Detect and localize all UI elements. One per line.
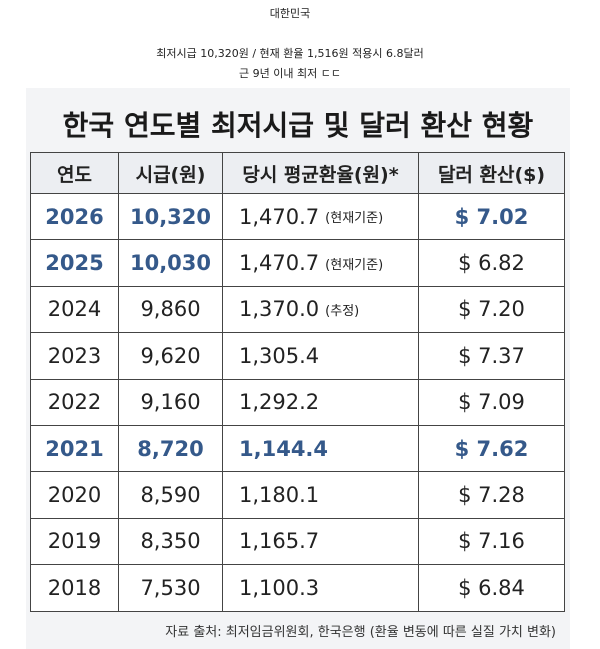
cell-text: 2018 [47,575,102,600]
cell-text: 10,320 [129,204,212,229]
table-image: 한국 연도별 최저시급 및 달러 환산 현황 자료 출처: 최저임금위원회, 한… [26,88,570,649]
table-cell: $ 7.28 [418,471,565,519]
cell-text: 1,292.2 [239,390,320,415]
table-cell: $ 7.16 [418,517,565,566]
cell-text: $ 7.09 [458,390,525,415]
cell-text: 1,144.4 [239,436,329,461]
cell-text: $ 7.20 [458,297,525,322]
table-cell: $ 6.84 [418,564,565,612]
post-title: 대한민국 [269,7,311,20]
source-note: 자료 출처: 최저임금위원회, 한국은행 (환율 변동에 따른 실질 가치 변화… [165,625,556,640]
table-cell: 10,030 [118,239,223,287]
cell-note: (추정) [325,303,360,319]
cell-text: 7,530 [140,575,201,600]
cell-text: 1,100.3 [239,575,320,600]
table-cell: 8,590 [118,471,223,519]
column-header: 연도 [30,152,119,194]
image-title: 한국 연도별 최저시급 및 달러 환산 현황 [62,109,534,142]
cell-text: 9,160 [140,390,201,415]
cell-text: $ 7.16 [458,529,525,554]
table-cell: $ 7.09 [418,378,565,426]
post-line: 최저시급 10,320원 / 현재 환율 1,516원 적용시 6.8달러 [156,47,424,60]
table-cell: 8,720 [118,425,223,473]
column-header: 달러 환산($) [418,152,565,194]
table-cell: 1,370.0 (추정) [222,285,419,334]
cell-text: 1,370.0 [239,297,320,322]
cell-text: 1,165.7 [239,529,320,554]
cell-note: (현재기준) [325,211,384,227]
table-cell: 2021 [30,425,119,473]
cell-text: 1,180.1 [239,483,320,508]
cell-text: $ 7.37 [458,343,525,368]
cell-text: $ 7.28 [458,483,525,508]
table-cell: 7,530 [118,564,223,612]
table-cell: 1,305.4 [222,332,419,380]
cell-text: 2025 [45,251,104,276]
table-cell: $ 7.02 [418,193,565,241]
table-cell: 2024 [30,285,119,334]
table-cell: 1,470.7 (현재기준) [222,239,419,287]
table-cell: 9,160 [118,378,223,426]
table-cell: 1,100.3 [222,564,419,612]
cell-text: 9,860 [140,297,201,322]
column-header: 시급(원) [118,152,223,194]
cell-text: 8,720 [137,436,204,461]
cell-text: 10,030 [129,251,212,276]
table-cell: 2026 [30,193,119,241]
cell-text: 2019 [47,529,102,554]
cell-text: 2022 [47,390,102,415]
cell-text: 2020 [47,483,102,508]
table-cell: 8,350 [118,517,223,566]
cell-text: 8,590 [140,483,201,508]
table-cell: 2023 [30,332,119,380]
table-cell: $ 7.20 [418,285,565,334]
table-cell: $ 6.82 [418,239,565,287]
cell-text: $ 7.02 [454,204,529,229]
table-cell: 2018 [30,564,119,612]
cell-text: $ 6.82 [458,251,525,276]
table-cell: 2020 [30,471,119,519]
table-cell: 1,144.4 [222,425,419,473]
cell-text: 2021 [45,436,104,461]
table-cell: 1,292.2 [222,378,419,426]
cell-text: 2023 [47,343,102,368]
table-cell: 2022 [30,378,119,426]
cell-text: 2026 [45,204,104,229]
table-cell: 1,180.1 [222,471,419,519]
cell-note: (현재기준) [325,257,384,273]
table-cell: $ 7.37 [418,332,565,380]
cell-text: 1,470.7 [239,251,320,276]
cell-text: $ 6.84 [458,575,525,600]
cell-text: 8,350 [140,529,201,554]
table-cell: 9,620 [118,332,223,380]
table-cell: 2019 [30,517,119,566]
table-cell: 9,860 [118,285,223,334]
post-line: 근 9년 이내 최저 ㄷㄷ [239,67,341,80]
table-cell: 2025 [30,239,119,287]
table-cell: 1,470.7 (현재기준) [222,193,419,241]
cell-text: 2024 [47,297,102,322]
cell-text: 1,305.4 [239,343,320,368]
cell-text: 1,470.7 [239,204,320,229]
table-cell: $ 7.62 [418,425,565,473]
table-cell: 10,320 [118,193,223,241]
cell-text: $ 7.62 [454,436,529,461]
column-header: 당시 평균환율(원)* [222,152,419,194]
table-cell: 1,165.7 [222,517,419,566]
cell-text: 9,620 [140,343,201,368]
